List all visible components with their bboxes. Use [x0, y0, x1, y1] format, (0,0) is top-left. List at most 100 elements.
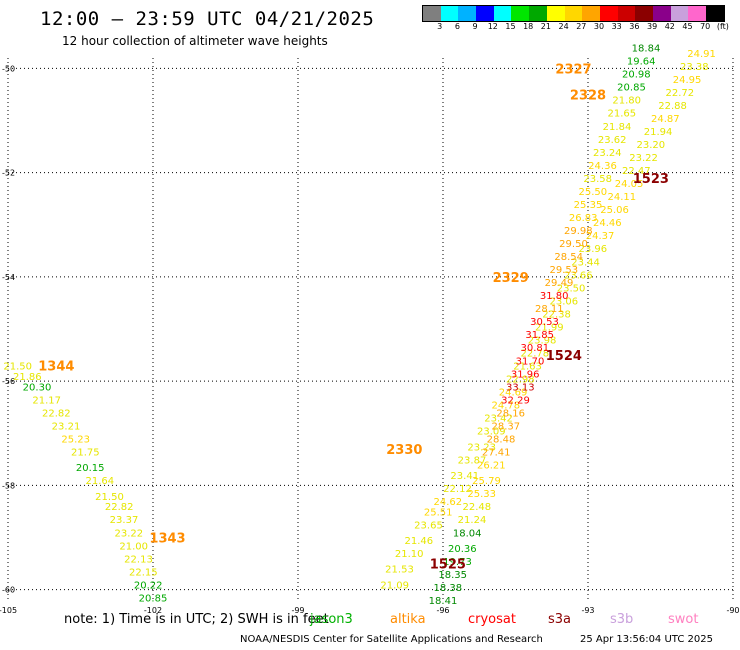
longitude-tick-label: -105	[0, 606, 17, 615]
wave-height-value: 23.62	[598, 135, 627, 146]
page-title: 12:00 – 23:59 UTC 04/21/2025	[40, 8, 375, 30]
color-swatch	[546, 6, 565, 21]
color-swatch	[493, 6, 512, 21]
wave-height-value: 24.05	[615, 179, 644, 190]
color-scale-label: 45	[682, 22, 693, 31]
wave-height-value: 23.09	[477, 427, 506, 438]
wave-height-value: 22.88	[658, 101, 687, 112]
wave-height-value: 23.44	[571, 257, 600, 268]
color-scale-label: 70	[700, 22, 711, 31]
color-scale-label: 24	[558, 22, 569, 31]
wave-height-value: 24.37	[586, 231, 615, 242]
wave-height-value: 23.38	[680, 62, 709, 73]
wave-height-value: 22.15	[129, 567, 158, 578]
wave-height-value: 23.65	[414, 520, 443, 531]
wave-height-value: 18.84	[632, 44, 661, 55]
color-swatch	[529, 6, 547, 21]
wave-height-value: 21.50	[3, 361, 32, 372]
wave-height-value: 23.66	[564, 270, 593, 281]
wave-height-value: 21.64	[86, 476, 115, 487]
wave-height-value: 21.80	[612, 96, 641, 107]
wave-height-value: 20.22	[134, 580, 163, 591]
color-scale-label: (ft)	[716, 22, 729, 31]
color-scale-label: 27	[576, 22, 587, 31]
wave-height-value: 23.96	[579, 244, 608, 255]
wave-height-value: 29.98	[564, 226, 593, 237]
wave-height-value: 22.82	[42, 408, 71, 419]
wave-height-value: 18.38	[434, 583, 463, 594]
track-number: 1524	[546, 349, 582, 364]
wave-height-value: 23.20	[637, 140, 666, 151]
wave-height-value: 21.50	[95, 492, 124, 503]
color-scale-label: 36	[629, 22, 640, 31]
wave-height-value: 28.16	[496, 408, 525, 419]
latitude-tick-label: -50	[2, 64, 15, 73]
latitude-tick-label: -58	[2, 481, 15, 490]
wave-height-value: 21.63	[513, 361, 542, 372]
wave-height-value: 20.85	[139, 593, 168, 604]
wave-height-value: 31.70	[516, 356, 545, 367]
wave-height-value: 21.24	[458, 515, 487, 526]
wave-height-value: 31.80	[540, 291, 569, 302]
wave-height-value: 24.46	[593, 218, 622, 229]
wave-height-points: 21.5021.8620.3021.1722.8223.2125.2321.75…	[3, 44, 716, 607]
wave-height-value: 21.65	[608, 109, 637, 120]
wave-height-value: 21.86	[13, 372, 42, 383]
longitude-tick-label: -93	[581, 606, 594, 615]
wave-height-value: 33.13	[506, 382, 535, 393]
mission-label-cryosat: cryosat	[468, 612, 516, 627]
wave-height-value: 28.37	[492, 421, 521, 432]
wave-height-value: 21.94	[644, 127, 673, 138]
mission-label-jason3: jason3	[310, 612, 353, 627]
wave-height-value: 23.37	[110, 515, 139, 526]
wave-height-value: 24.62	[434, 497, 463, 508]
track-number: 2327	[555, 62, 591, 77]
wave-height-value: 21.99	[535, 322, 564, 333]
wave-height-value: 22.12	[443, 484, 472, 495]
latitude-tick-label: -52	[2, 169, 15, 178]
page-subtitle: 12 hour collection of altimeter wave hei…	[62, 34, 328, 48]
wave-height-value: 21.75	[71, 447, 100, 458]
wave-height-value: 25.35	[574, 200, 603, 211]
longitude-tick-label: -90	[726, 606, 739, 615]
wave-height-value: 23.41	[450, 471, 479, 482]
color-scale-label: 3	[437, 22, 443, 31]
wave-height-value: 20.15	[76, 463, 105, 474]
color-swatch	[476, 6, 494, 21]
wave-height-value: 31.85	[525, 330, 554, 341]
wave-height-value: 21.53	[385, 565, 414, 576]
wave-height-value: 26.21	[477, 461, 506, 472]
mission-label-s3a: s3a	[548, 612, 572, 627]
credit-line: NOAA/NESDIS Center for Satellite Applica…	[240, 634, 543, 645]
color-scale-label: 9	[472, 22, 478, 31]
wave-height-value: 20.36	[448, 544, 477, 555]
wave-height-value: 24.78	[492, 401, 521, 412]
color-scale-label: 18	[523, 22, 534, 31]
latitude-tick-label: -56	[2, 377, 15, 386]
wave-height-value: 25.79	[472, 476, 501, 487]
track-number: 1343	[149, 531, 185, 546]
wave-height-value: 28.11	[535, 304, 564, 315]
wave-height-value: 30.53	[530, 317, 559, 328]
color-scale-bar	[422, 5, 725, 22]
wave-height-value: 23.50	[557, 283, 586, 294]
color-swatch	[440, 6, 459, 21]
color-swatch	[635, 6, 653, 21]
wave-height-value: 22.82	[105, 502, 134, 513]
wave-height-value: 21.00	[119, 541, 148, 552]
wave-height-value: 23.22	[115, 528, 144, 539]
color-swatch	[582, 6, 600, 21]
wave-height-value: 25.06	[600, 205, 629, 216]
wave-height-value: 23.06	[550, 296, 579, 307]
mission-label-swot: swot	[668, 612, 699, 627]
wave-height-value: 18.35	[438, 570, 467, 581]
wave-height-value: 25.23	[61, 434, 90, 445]
units-note: note: 1) Time is in UTC; 2) SWH is in fe…	[64, 612, 329, 627]
color-scale-labels: 3 6 9 12 15 18 21 24 27 30 33 36 39 42 45 70 (ft)	[422, 22, 740, 34]
wave-height-value: 22.47	[622, 166, 651, 177]
color-swatch	[564, 6, 583, 21]
latitude-tick-label: -60	[2, 586, 15, 595]
wave-height-value: 30.81	[521, 343, 550, 354]
track-number: 2328	[570, 88, 606, 103]
